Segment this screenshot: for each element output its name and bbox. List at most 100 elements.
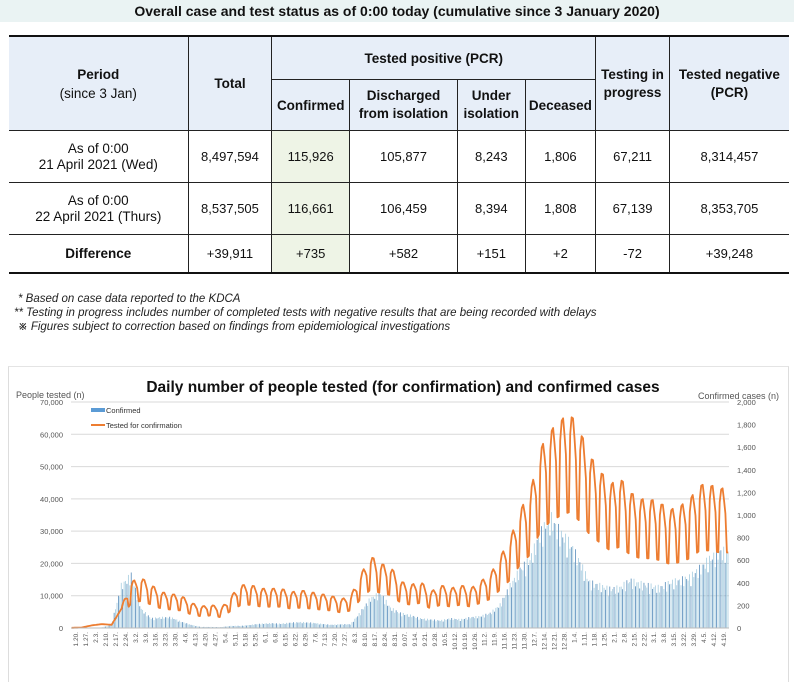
bar-confirmed: [646, 588, 647, 628]
bar-confirmed: [676, 585, 677, 628]
bar-confirmed: [280, 624, 281, 628]
bar-confirmed: [316, 624, 317, 628]
bar-confirmed: [638, 582, 639, 628]
bar-confirmed: [362, 609, 363, 628]
bar-confirmed: [152, 618, 153, 628]
bar-confirmed: [728, 553, 729, 628]
bar-confirmed: [354, 619, 355, 628]
bar-confirmed: [466, 618, 467, 628]
bar-confirmed: [510, 583, 511, 628]
bar-confirmed: [158, 618, 159, 628]
bar-confirmed: [322, 624, 323, 628]
bar-confirmed: [315, 623, 316, 628]
y-tick-label: 40,000: [40, 495, 63, 504]
bar-confirmed: [608, 596, 609, 628]
cell-negative: 8,353,705: [669, 183, 789, 235]
y2-tick-label: 1,000: [737, 511, 756, 520]
bar-confirmed: [587, 579, 588, 628]
bar-confirmed: [635, 586, 636, 628]
bar-confirmed: [390, 607, 391, 628]
bar-confirmed: [276, 623, 277, 628]
bar-confirmed: [578, 558, 579, 628]
legend-swatch-confirmed: [91, 408, 105, 412]
x-tick-label: 1.20.: [73, 632, 80, 647]
y2-tick-label: 400: [737, 579, 750, 588]
bar-confirmed: [420, 618, 421, 628]
chart: Daily number of people tested (for confi…: [9, 367, 788, 682]
bar-confirmed: [132, 582, 133, 628]
bar-confirmed: [513, 581, 514, 628]
x-tick-label: 4.5.: [701, 632, 708, 643]
x-tick-label: 8.3.: [352, 632, 359, 643]
bar-confirmed: [689, 574, 690, 628]
bar-confirmed: [283, 623, 284, 628]
bar-confirmed: [423, 619, 424, 628]
bar-confirmed: [710, 561, 711, 628]
bar-confirmed: [414, 617, 415, 628]
bar-confirmed: [625, 591, 626, 628]
bar-confirmed: [507, 589, 508, 628]
bar-confirmed: [632, 589, 633, 628]
diff-under-isolation: +151: [458, 235, 526, 274]
x-tick-label: 5.11.: [233, 632, 240, 646]
bar-confirmed: [176, 619, 177, 628]
status-table: Period (since 3 Jan) Total Tested positi…: [9, 35, 789, 274]
bar-confirmed: [325, 624, 326, 628]
bar-confirmed: [483, 615, 484, 628]
y2-tick-label: 1,800: [737, 421, 756, 430]
bar-confirmed: [518, 580, 519, 628]
bar-confirmed: [582, 564, 583, 628]
bar-confirmed: [718, 560, 719, 628]
bar-confirmed: [389, 606, 390, 628]
bar-confirmed: [525, 576, 526, 628]
bar-confirmed: [626, 580, 627, 628]
x-tick-label: 4.12.: [711, 632, 718, 647]
bar-confirmed: [491, 614, 492, 628]
x-tick-label: 3.30.: [173, 632, 180, 647]
bar-confirmed: [629, 582, 630, 628]
bar-confirmed: [634, 579, 635, 628]
bar-confirmed: [155, 617, 156, 628]
bar-confirmed: [169, 617, 170, 628]
bar-confirmed: [310, 622, 311, 628]
bar-confirmed: [527, 558, 528, 628]
bar-confirmed: [142, 610, 143, 628]
x-tick-label: 10.12.: [452, 632, 459, 650]
bar-confirmed: [713, 553, 714, 628]
bar-confirmed: [352, 622, 353, 628]
bar-confirmed: [178, 622, 179, 628]
bar-confirmed: [416, 618, 417, 628]
x-tick-label: 3.22.: [681, 632, 688, 647]
bar-confirmed: [285, 624, 286, 628]
col-positive-group: Tested positive (PCR): [272, 36, 596, 80]
bar-confirmed: [381, 596, 382, 628]
bar-confirmed: [555, 524, 556, 628]
chart-container: Daily number of people tested (for confi…: [8, 366, 789, 682]
bar-confirmed: [305, 623, 306, 628]
bar-confirmed: [642, 591, 643, 628]
bar-confirmed: [541, 526, 542, 628]
bar-confirmed: [374, 599, 375, 628]
bar-confirmed: [417, 617, 418, 628]
col-discharged-line2: from isolation: [350, 105, 457, 123]
bar-confirmed: [616, 585, 617, 628]
cell-negative: 8,314,457: [669, 131, 789, 183]
bar-confirmed: [364, 607, 365, 628]
bar-confirmed: [473, 617, 474, 628]
bar-confirmed: [403, 613, 404, 628]
bar-confirmed: [460, 621, 461, 628]
bar-confirmed: [495, 608, 496, 628]
bar-confirmed: [712, 560, 713, 628]
bar-confirmed: [577, 565, 578, 628]
x-tick-label: 10.19.: [462, 632, 469, 650]
bar-confirmed: [621, 587, 622, 628]
bar-confirmed: [317, 623, 318, 628]
x-tick-label: 1.27.: [83, 632, 90, 647]
x-tick-label: 8.17.: [372, 632, 379, 647]
bar-confirmed: [451, 618, 452, 628]
bar-confirmed: [175, 620, 176, 628]
x-tick-label: 11.30.: [522, 632, 529, 650]
x-tick-label: 4.6.: [183, 632, 190, 643]
bar-confirmed: [726, 549, 727, 628]
bar-confirmed: [380, 594, 381, 628]
